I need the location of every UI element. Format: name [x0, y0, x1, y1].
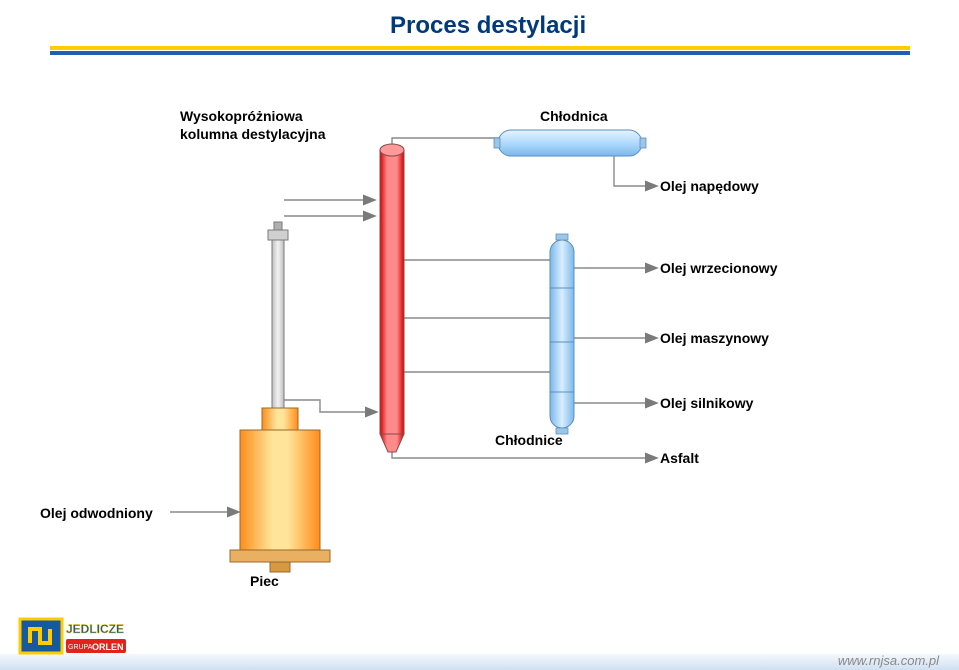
footer-url: www.rnjsa.com.pl [838, 653, 939, 668]
page: Proces destylacji [0, 0, 959, 670]
footer: www.rnjsa.com.pl JEDLICZE GRUPA ORLEN [0, 620, 959, 670]
label-olej-maszynowy: Olej maszynowy [660, 330, 769, 346]
label-olej-odwodniony: Olej odwodniony [40, 505, 153, 521]
logo-text-pre: GRUPA [68, 644, 93, 651]
label-piec: Piec [250, 573, 279, 589]
furnace [230, 408, 330, 572]
label-olej-silnikowy: Olej silnikowy [660, 395, 753, 411]
label-olej-napedowy: Olej napędowy [660, 178, 759, 194]
label-asfalt: Asfalt [660, 450, 699, 466]
side-heater [268, 222, 288, 438]
label-kolumna-1: Wysokopróżniowa [180, 108, 303, 124]
label-olej-wrzecionowy: Olej wrzecionowy [660, 260, 777, 276]
label-chlodnica-top: Chłodnica [540, 108, 608, 124]
label-kolumna-2: kolumna destylacyjna [180, 126, 326, 142]
distillation-column [380, 144, 404, 452]
cooler-top [494, 130, 646, 156]
process-diagram [0, 0, 959, 670]
logo-text-top: JEDLICZE [66, 622, 124, 636]
logo-text-bot: ORLEN [92, 642, 124, 652]
label-chlodnice: Chłodnice [495, 432, 563, 448]
footer-logo: JEDLICZE GRUPA ORLEN [18, 617, 148, 666]
cooler-stack [550, 234, 574, 434]
